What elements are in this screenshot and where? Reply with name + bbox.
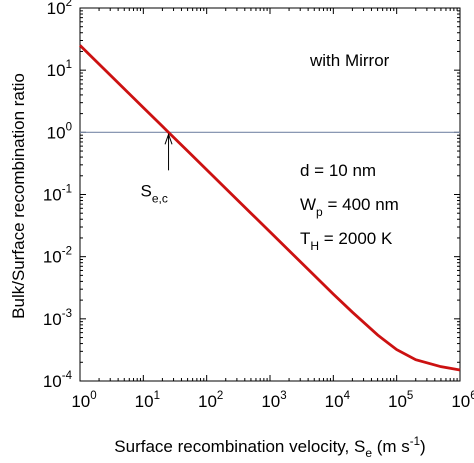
param-line: TH = 2000 K [300,229,393,253]
x-tick-label-exp: 2 [217,390,223,402]
y-tick-label-base: 10 [47,61,66,80]
x-tick-label: 104 [325,390,351,411]
x-tick-label-exp: 4 [344,390,351,402]
x-tick-label: 106 [451,390,474,411]
y-tick-label: 102 [47,0,72,18]
param-line: d = 10 nm [300,161,376,180]
x-tick-label-exp: 0 [90,390,96,402]
parameter-block: d = 10 nm Wp = 400 nm TH = 2000 K [300,161,399,253]
param-subscript: H [310,239,319,253]
se-c-label: Se,c [141,181,168,205]
x-tick-label-base: 10 [325,392,344,411]
x-tick-label-base: 10 [388,392,407,411]
param-name: W [300,195,316,214]
y-tick-label-exp: -1 [62,184,72,196]
y-tick-label-exp: 1 [66,59,72,71]
y-tick-label-base: 10 [43,248,62,267]
x-tick-labels: 100 101 102 103 104 105 106 [71,390,474,411]
param-value: = 400 nm [323,195,399,214]
x-tick-label-base: 10 [261,392,280,411]
param-line: Wp = 400 nm [300,195,399,219]
param-name: T [300,229,310,248]
se-c-label-main: S [141,181,152,200]
x-axis-label-units: (m s [372,437,410,456]
y-tick-label-base: 10 [43,186,62,205]
x-axis-label-units-sup: -1 [410,436,420,448]
se-c-arrow-head [164,132,173,145]
y-tick-label-exp: 0 [66,121,72,133]
se-c-marker: Se,c [141,132,173,205]
y-tick-label-exp: -4 [62,370,73,382]
x-tick-label-base: 10 [135,392,154,411]
x-tick-label: 100 [71,390,96,411]
x-tick-label-exp: 5 [407,390,413,402]
y-tick-label: 10-4 [43,370,73,391]
y-tick-label-base: 10 [47,0,66,18]
x-tick-label-base: 10 [71,392,90,411]
y-tick-label: 10-3 [43,308,72,329]
x-tick-label-exp: 1 [154,390,160,402]
y-tick-label-exp: -2 [62,246,72,258]
y-tick-label: 10-1 [43,184,72,205]
x-tick-label-exp: 6 [470,390,474,402]
y-axis-label: Bulk/Surface recombination ratio [9,73,28,319]
y-tick-label-exp: -3 [62,308,72,320]
x-tick-label-exp: 3 [280,390,286,402]
y-tick-label-base: 10 [47,123,66,142]
se-c-label-sub: e,c [152,191,168,205]
x-tick-label-base: 10 [451,392,470,411]
y-tick-label: 100 [47,121,72,142]
x-tick-label: 105 [388,390,413,411]
x-tick-label: 101 [135,390,160,411]
x-axis-label-close: ) [420,437,426,456]
x-axis-label-main: Surface recombination velocity, S [114,437,365,456]
param-value: = 2000 K [319,229,393,248]
y-tick-label-exp: 2 [66,0,72,9]
ratio-curve [79,44,461,372]
y-tick-label-base: 10 [43,310,62,329]
x-axis-label: Surface recombination velocity, Se (m s-… [114,436,425,460]
plot-area [79,7,461,382]
y-tick-label: 101 [47,59,72,80]
annotation-with-mirror: with Mirror [309,51,390,70]
x-axis-label-sub: e [365,446,372,460]
y-tick-label-base: 10 [43,372,62,391]
ticks [79,7,461,382]
x-tick-label-base: 10 [198,392,217,411]
param-subscript: p [316,205,323,219]
x-tick-label: 102 [198,390,223,411]
y-tick-label: 10-2 [43,246,72,267]
x-tick-label: 103 [261,390,286,411]
param-name: d = 10 nm [300,161,376,180]
